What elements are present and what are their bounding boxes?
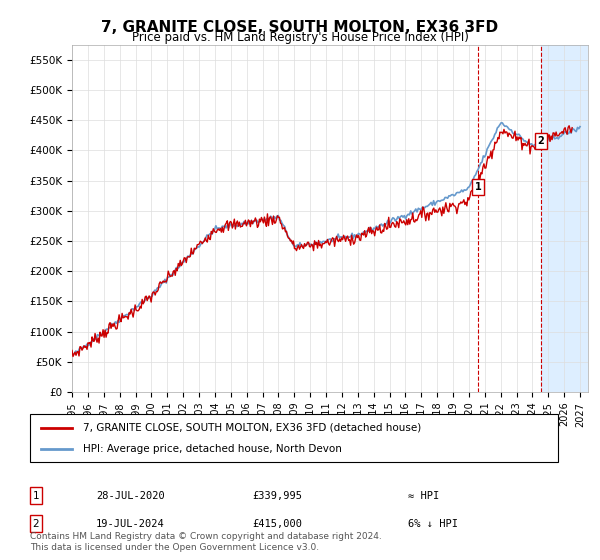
Bar bbox=[541, 45, 588, 392]
Text: 1: 1 bbox=[475, 181, 481, 192]
FancyBboxPatch shape bbox=[30, 414, 558, 462]
Text: 19-JUL-2024: 19-JUL-2024 bbox=[96, 519, 165, 529]
Text: £339,995: £339,995 bbox=[252, 491, 302, 501]
Text: 6% ↓ HPI: 6% ↓ HPI bbox=[408, 519, 458, 529]
Text: Price paid vs. HM Land Registry's House Price Index (HPI): Price paid vs. HM Land Registry's House … bbox=[131, 31, 469, 44]
Text: 7, GRANITE CLOSE, SOUTH MOLTON, EX36 3FD (detached house): 7, GRANITE CLOSE, SOUTH MOLTON, EX36 3FD… bbox=[83, 423, 421, 433]
Text: 2: 2 bbox=[32, 519, 40, 529]
Text: ≈ HPI: ≈ HPI bbox=[408, 491, 439, 501]
Text: 28-JUL-2020: 28-JUL-2020 bbox=[96, 491, 165, 501]
Text: HPI: Average price, detached house, North Devon: HPI: Average price, detached house, Nort… bbox=[83, 444, 341, 454]
Text: 2: 2 bbox=[538, 137, 544, 146]
Text: £415,000: £415,000 bbox=[252, 519, 302, 529]
Text: 7, GRANITE CLOSE, SOUTH MOLTON, EX36 3FD: 7, GRANITE CLOSE, SOUTH MOLTON, EX36 3FD bbox=[101, 20, 499, 35]
Text: 1: 1 bbox=[32, 491, 40, 501]
Text: Contains HM Land Registry data © Crown copyright and database right 2024.
This d: Contains HM Land Registry data © Crown c… bbox=[30, 532, 382, 552]
